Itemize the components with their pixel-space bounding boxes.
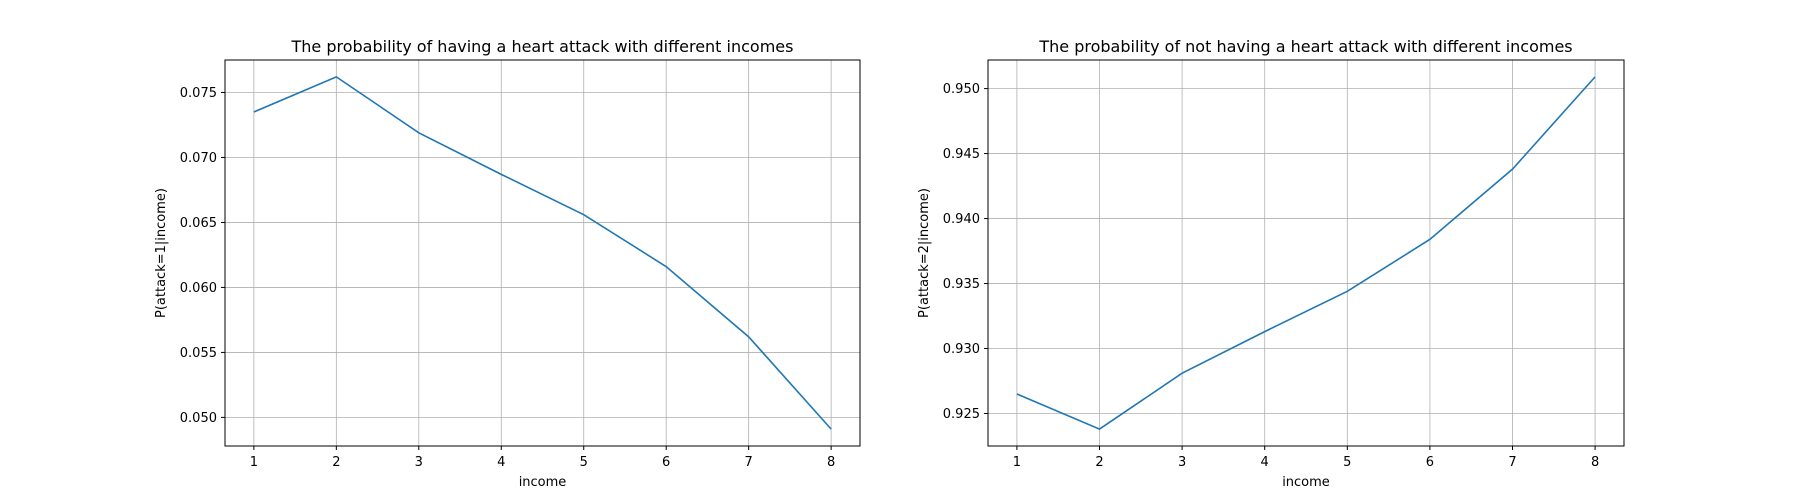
- gridlines: [988, 60, 1624, 446]
- chart-title: The probability of not having a heart at…: [1038, 37, 1572, 56]
- x-tick-label: 2: [1095, 455, 1103, 470]
- x-tick-label: 7: [745, 455, 753, 470]
- gridlines: [225, 60, 860, 446]
- y-tick-label: 0.950: [943, 82, 980, 97]
- y-tick-label: 0.055: [180, 346, 217, 361]
- series-line: [253, 75, 832, 430]
- x-tick-label: 4: [497, 455, 505, 470]
- x-tick-label: 4: [1261, 455, 1269, 470]
- y-tick-label: 0.940: [943, 212, 980, 227]
- y-tick-label: 0.945: [943, 147, 980, 162]
- x-axis-label: income: [1282, 475, 1330, 490]
- y-tick-label: 0.935: [943, 277, 980, 292]
- y-axis-label: P(attack=2|income): [917, 188, 932, 318]
- x-tick-label: 6: [662, 455, 670, 470]
- y-tick-label: 0.075: [180, 86, 217, 101]
- x-tick-label: 5: [580, 455, 588, 470]
- x-tick-label: 1: [250, 455, 258, 470]
- y-tick-label: 0.060: [180, 281, 217, 296]
- x-axis-label: income: [519, 475, 567, 490]
- x-tick-label: 7: [1508, 455, 1516, 470]
- x-tick-label: 2: [332, 455, 340, 470]
- series-line: [1016, 76, 1596, 431]
- x-tick-label: 1: [1013, 455, 1021, 470]
- chart-no-heart-attack: 1 2 3 4 5 6 7 8 0.925 0.930 0.935 0.940 0.945 0.950 Th…: [917, 37, 1625, 490]
- y-tick-label: 0.930: [943, 342, 980, 357]
- chart-title: The probability of having a heart attack…: [291, 37, 794, 56]
- y-axis-label: P(attack=1|income): [154, 188, 169, 318]
- plot-frame: [224, 59, 861, 447]
- plot-frame: [987, 59, 1625, 447]
- y-tick-label: 0.925: [943, 407, 980, 422]
- y-tick-label: 0.065: [180, 216, 217, 231]
- y-tick-label: 0.070: [180, 151, 217, 166]
- x-tick-label: 3: [415, 455, 423, 470]
- x-tick-label: 3: [1178, 455, 1186, 470]
- y-tick-label: 0.050: [180, 411, 217, 426]
- x-tick-label: 8: [827, 455, 835, 470]
- chart-heart-attack: 1 2 3 4 5 6 7 8 0.050 0.055 0.060 0.065 0.070 0.075 Th…: [154, 37, 861, 490]
- x-tick-label: 6: [1426, 455, 1434, 470]
- x-tick-label: 8: [1591, 455, 1599, 470]
- x-tick-label: 5: [1343, 455, 1351, 470]
